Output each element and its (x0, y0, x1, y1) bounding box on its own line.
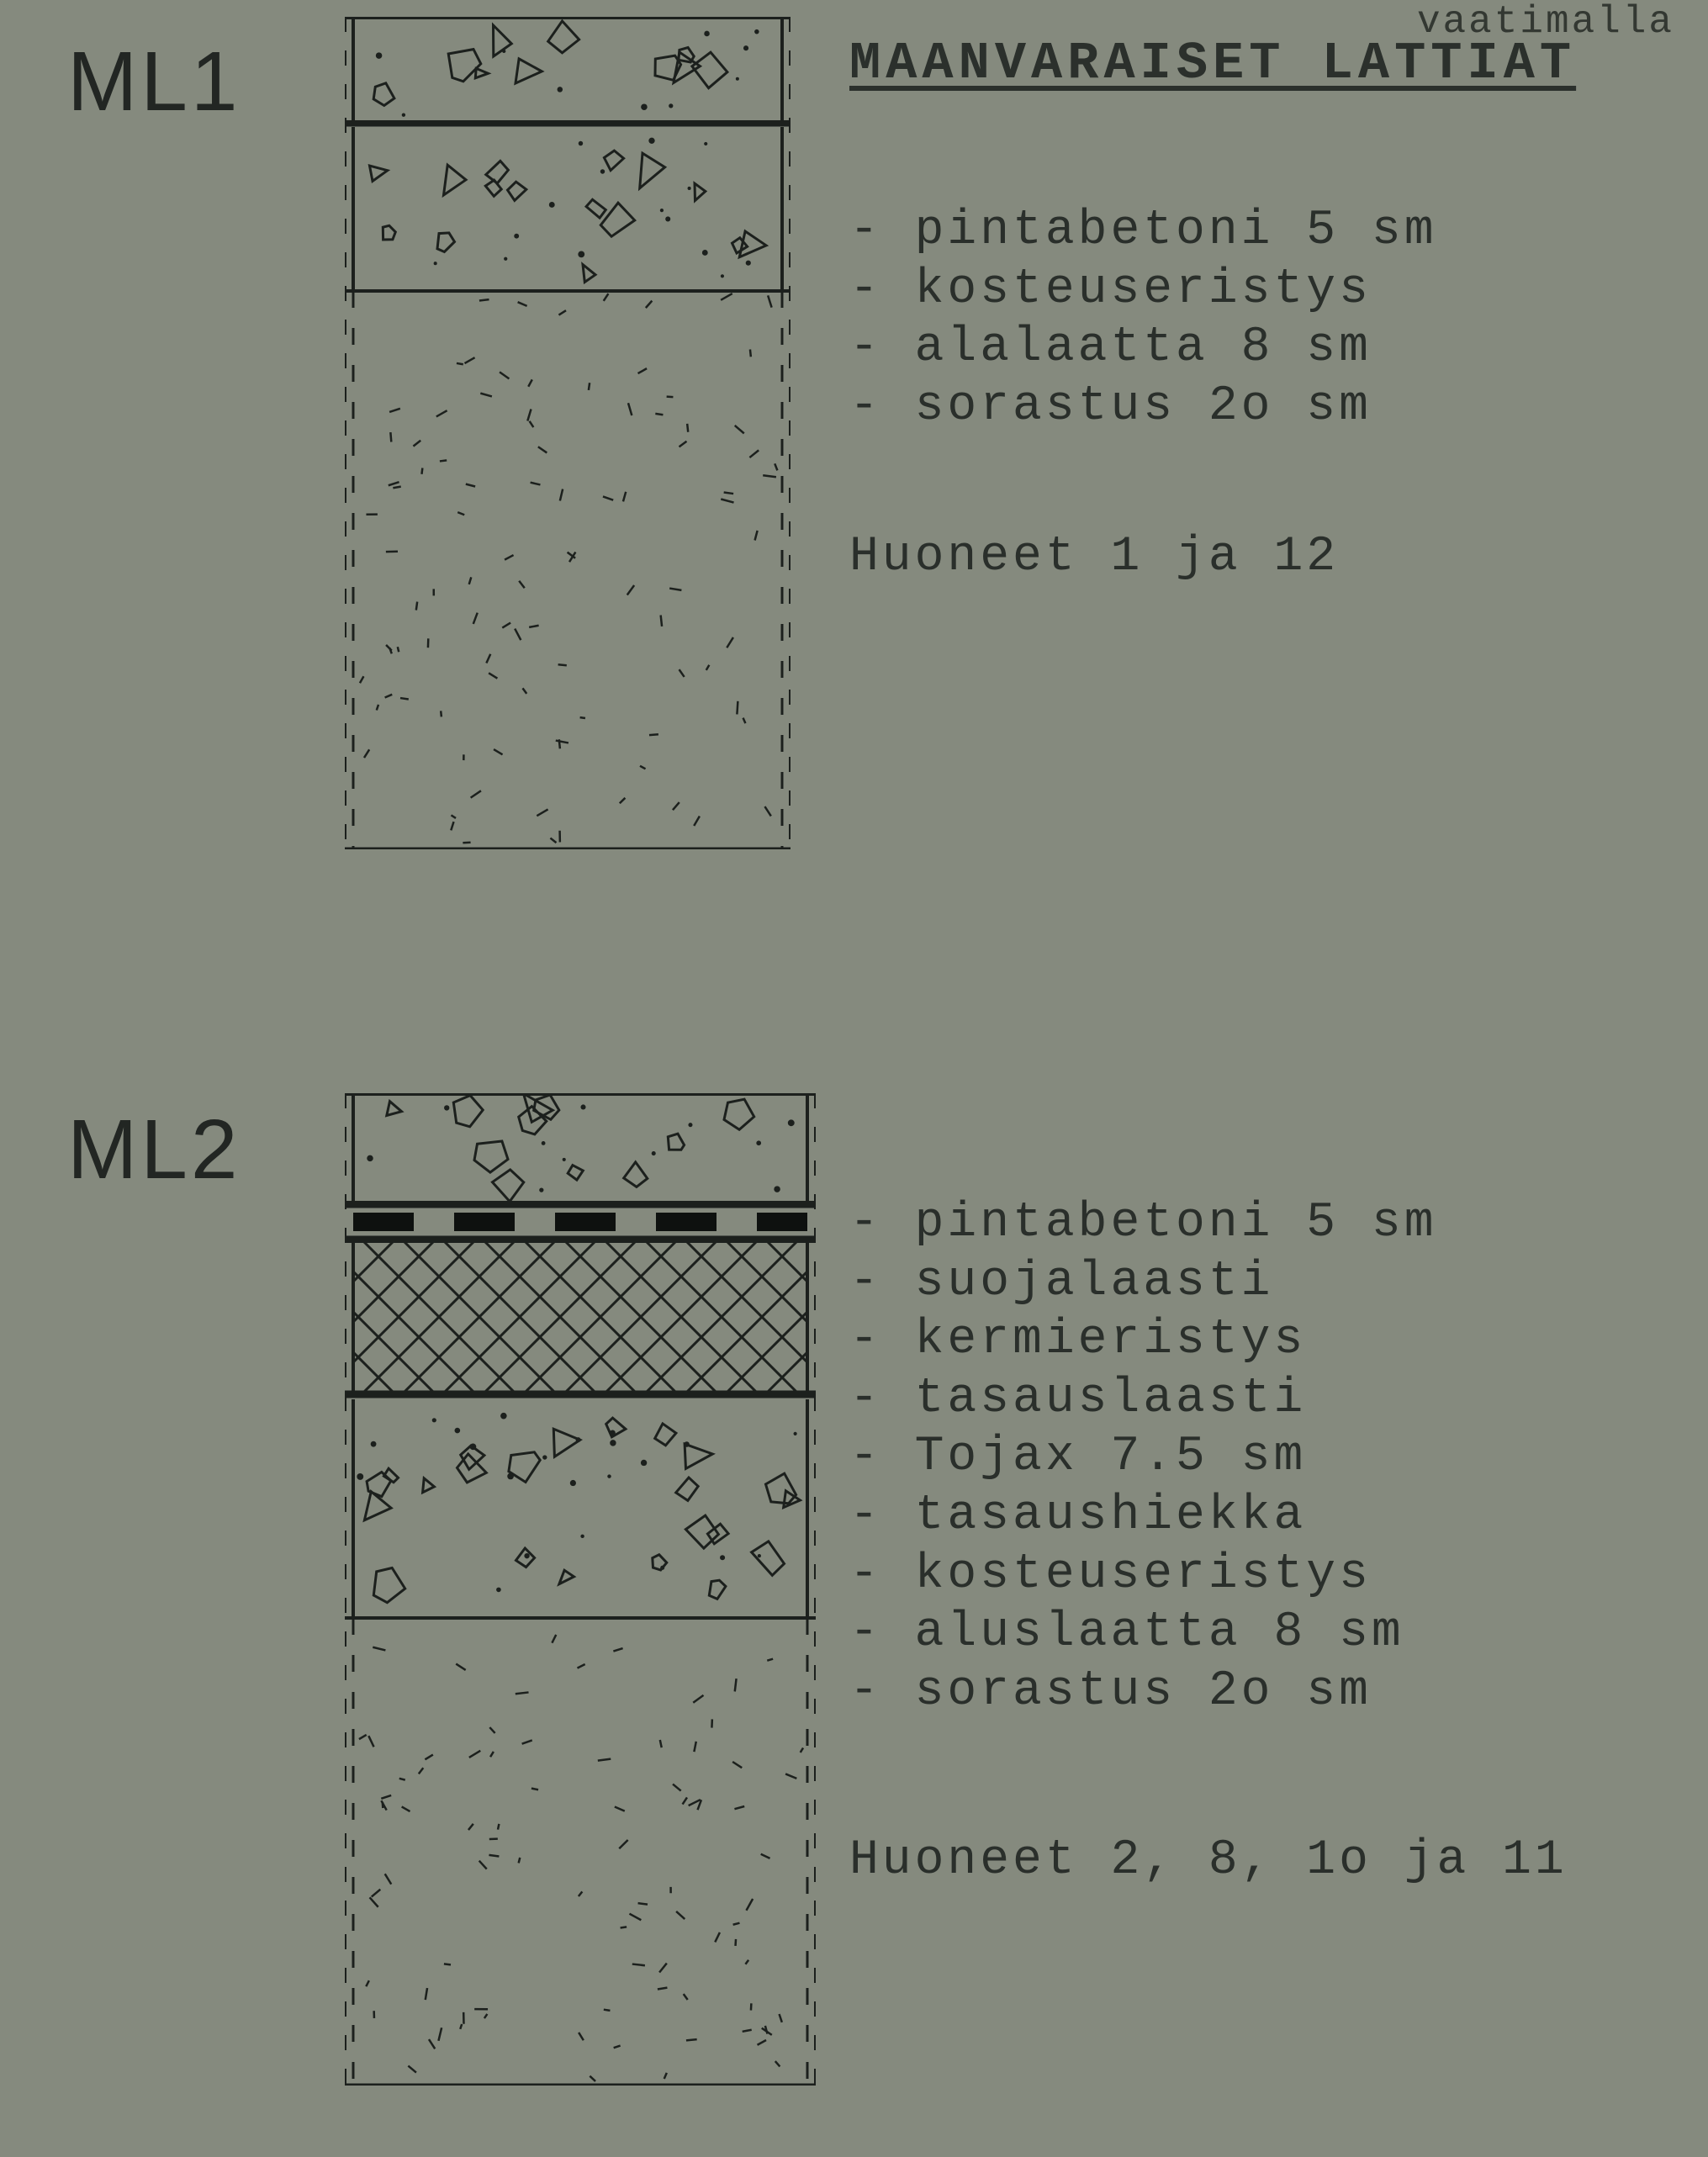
spec-item: - suojalaasti (849, 1253, 1437, 1312)
spec-item: - sorastus 2o sm (849, 1663, 1437, 1721)
section-label-ml2: ML2 (67, 1102, 241, 1198)
spec-item: - aluslaatta 8 sm (849, 1604, 1437, 1663)
rooms-note-ml1: Huoneet 1 ja 12 (849, 530, 1339, 584)
cross-section-svg (345, 17, 791, 849)
rooms-note-ml2: Huoneet 2, 8, 1o ja 11 (849, 1833, 1568, 1888)
spec-item: - tasauslaasti (849, 1370, 1437, 1429)
cross-section-svg (345, 1093, 816, 2086)
spec-item: - kosteuseristys (849, 1546, 1437, 1605)
spec-list-ml2: - pintabetoni 5 sm- suojalaasti- kermier… (849, 1194, 1437, 1721)
spec-item: - pintabetoni 5 sm (849, 202, 1437, 261)
diagram-ml1 (345, 17, 791, 849)
spec-item: - pintabetoni 5 sm (849, 1194, 1437, 1253)
header-title: MAANVARAISET LATTIAT (849, 34, 1576, 93)
spec-item: - Tojax 7.5 sm (849, 1428, 1437, 1487)
spec-item: - kermieristys (849, 1311, 1437, 1370)
diagram-ml2 (345, 1093, 816, 2086)
spec-item: - sorastus 2o sm (849, 378, 1437, 436)
spec-item: - tasaushiekka (849, 1487, 1437, 1546)
page: vaatimalla MAANVARAISET LATTIAT ML1 - pi… (0, 0, 1708, 2157)
section-label-ml1: ML1 (67, 34, 241, 130)
spec-item: - kosteuseristys (849, 261, 1437, 320)
spec-list-ml1: - pintabetoni 5 sm- kosteuseristys- alal… (849, 202, 1437, 436)
spec-item: - alalaatta 8 sm (849, 319, 1437, 378)
